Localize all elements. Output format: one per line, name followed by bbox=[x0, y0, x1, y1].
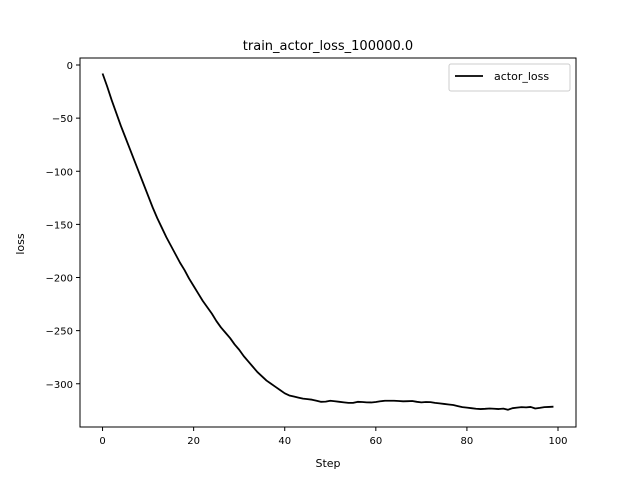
legend-entry-actor-loss: actor_loss bbox=[494, 70, 549, 83]
legend: actor_loss bbox=[448, 63, 571, 92]
series-line-actor-loss bbox=[101, 73, 554, 411]
y-tick-label: 0 bbox=[67, 61, 73, 72]
axes-frame bbox=[79, 57, 577, 428]
x-tick-label: 20 bbox=[187, 436, 200, 447]
x-tick-label: 0 bbox=[99, 436, 105, 447]
legend-box bbox=[448, 63, 571, 92]
y-tick-label: −150 bbox=[46, 220, 73, 231]
y-tick-label: −100 bbox=[46, 167, 73, 178]
y-tick-label: −200 bbox=[46, 274, 73, 285]
x-tick-label: 60 bbox=[369, 436, 382, 447]
chart-title: train_actor_loss_100000.0 bbox=[243, 39, 413, 54]
y-tick-label: −300 bbox=[46, 380, 73, 391]
x-axis-label: Step bbox=[315, 457, 340, 470]
y-tick-label: −250 bbox=[46, 327, 73, 338]
x-tick-label: 40 bbox=[278, 436, 291, 447]
y-tick-label: −50 bbox=[52, 114, 73, 125]
x-tick-label: 80 bbox=[461, 436, 474, 447]
plot-area: 0 20 40 60 80 100 0 −50 −100 −150 −200 −250 −300 bbox=[46, 57, 577, 447]
y-axis-label: loss bbox=[14, 233, 27, 255]
x-tick-label: 100 bbox=[548, 436, 567, 447]
